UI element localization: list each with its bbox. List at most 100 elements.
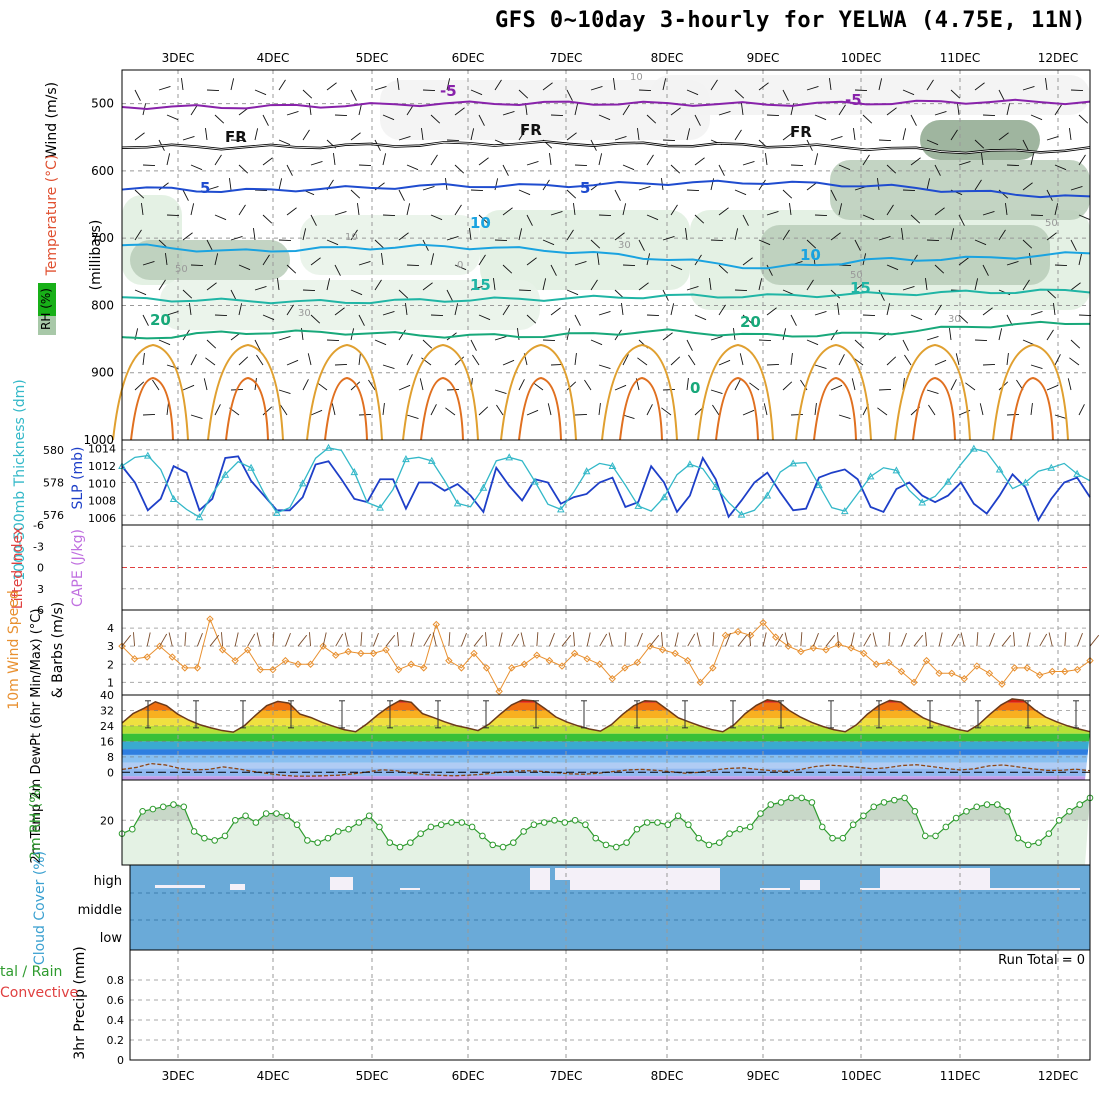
- barb-343: [686, 286, 699, 291]
- rh-marker-30: [427, 823, 435, 831]
- barb-259: [590, 239, 601, 249]
- rh-marker-19: [314, 839, 321, 846]
- wind-marker-22: [394, 665, 403, 674]
- rh-marker-45: [582, 821, 589, 829]
- barb-500: [614, 384, 627, 391]
- slp-marker-44: [686, 460, 694, 468]
- barb-111: [878, 139, 892, 142]
- temp-band-3: [122, 754, 1090, 763]
- barb-355: [974, 278, 979, 291]
- wind-marker-62: [897, 667, 906, 676]
- barb-496: [518, 379, 525, 391]
- barb-159: [1078, 154, 1086, 166]
- barb-201: [166, 214, 180, 217]
- slp-marker-46: [711, 482, 720, 490]
- wind-barb-70: [1001, 634, 1012, 647]
- rh-marker-78: [921, 832, 929, 840]
- barb-91: [398, 136, 411, 141]
- barb-221: [646, 214, 659, 221]
- slp-marker-36: [582, 467, 591, 475]
- barb-216: [526, 214, 533, 226]
- wind-barb-71: [1013, 632, 1016, 647]
- wind-barb-69: [989, 632, 995, 647]
- wind-barb-6: [197, 632, 203, 647]
- barb-86: [278, 139, 291, 146]
- rh-marker-48: [612, 843, 620, 851]
- barb-545: [742, 409, 755, 416]
- barb-12: [422, 89, 436, 92]
- wind-barb-27: [461, 632, 467, 647]
- date-top-9: 12DEC: [1038, 51, 1078, 65]
- barb-116: [998, 132, 1009, 141]
- slp-marker-60: [892, 466, 901, 474]
- barb-341: [638, 282, 649, 291]
- rh-colorbar-low: [38, 316, 56, 335]
- wind-barb-36: [573, 632, 576, 647]
- slp-marker-42: [660, 493, 668, 501]
- contour-label-21: 0: [457, 260, 463, 271]
- wind-marker-69: [985, 669, 994, 678]
- barb-244: [230, 236, 243, 241]
- ytick-upper-4: 900: [91, 366, 114, 380]
- barb-78: [1054, 104, 1062, 116]
- ytick-slp-0: 1006: [88, 512, 116, 525]
- wind-barb-2: [146, 632, 151, 647]
- barb-541: [646, 404, 653, 416]
- barb-298: [574, 261, 587, 266]
- wind-barb-24: [423, 633, 432, 647]
- barb-228: [814, 214, 828, 217]
- barb-534: [478, 406, 489, 416]
- barb-393: [934, 304, 942, 316]
- barb-102: [662, 139, 676, 142]
- run-total: Run Total = 0: [998, 953, 1085, 968]
- barb-243: [206, 239, 213, 251]
- barb-209: [357, 203, 360, 216]
- wind-barb-19: [360, 632, 363, 647]
- barb-490: [368, 379, 376, 391]
- ytick-wind-1: 2: [107, 658, 114, 671]
- slp-marker-48: [737, 510, 746, 518]
- barb-547: [790, 413, 804, 416]
- rh-marker-79: [932, 832, 939, 840]
- barb-36: [998, 89, 1005, 101]
- barb-318: [1054, 264, 1068, 267]
- barb-229: [838, 203, 843, 216]
- barb-338: [566, 289, 579, 296]
- barb-403: [206, 339, 217, 349]
- barb-207: [310, 214, 317, 226]
- wind-marker-52: [772, 633, 780, 641]
- barb-47: [309, 103, 312, 116]
- barb-33: [926, 79, 934, 91]
- barb-327: [302, 289, 316, 292]
- barb-92: [421, 128, 424, 141]
- barb-27: [782, 89, 789, 101]
- barb-325: [254, 286, 267, 291]
- barb-353: [925, 278, 928, 291]
- date-bottom-5: 8DEC: [651, 1069, 684, 1083]
- rh-marker-53: [664, 821, 672, 829]
- barb-35: [974, 82, 985, 91]
- barb-351: [878, 289, 885, 301]
- wind-marker-61: [885, 658, 893, 667]
- wind-marker-23: [407, 660, 415, 668]
- barb-18: [566, 89, 573, 101]
- barb-54: [478, 114, 485, 126]
- barb-196: [998, 189, 1009, 199]
- barb-85: [254, 128, 259, 141]
- contour-outer-7: [795, 343, 872, 441]
- barb-74: [957, 103, 960, 116]
- barb-60: [622, 104, 630, 116]
- barb-53: [454, 107, 465, 116]
- chart-fills: [122, 698, 1090, 890]
- wind-barb-60: [872, 632, 877, 647]
- barb-17: [542, 82, 553, 91]
- barb-557: [1030, 403, 1033, 416]
- contour-label-14: 30: [298, 308, 311, 319]
- barb-135: [502, 164, 509, 176]
- barb-145: [742, 161, 755, 166]
- wind-marker-53: [784, 642, 792, 650]
- isotherm-0: [121, 98, 1091, 111]
- barb-220: [622, 203, 627, 216]
- barb-348: [806, 279, 814, 291]
